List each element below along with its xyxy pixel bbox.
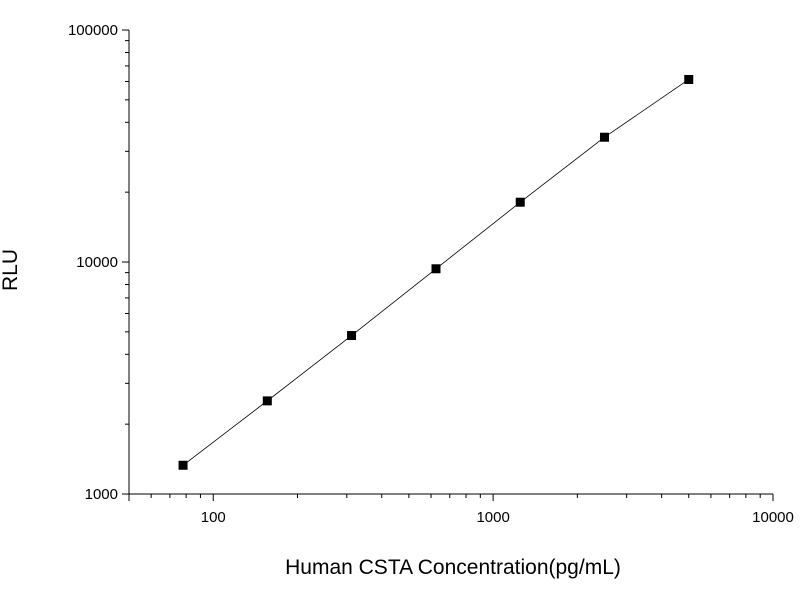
x-tick-label: 100: [201, 509, 226, 526]
data-point-marker: [431, 264, 441, 274]
data-point-marker: [684, 74, 694, 84]
x-tick-label: 10000: [752, 509, 794, 526]
y-axis-title: RLU: [0, 249, 22, 291]
data-point-marker: [262, 396, 272, 406]
series-layer: [178, 74, 694, 470]
y-tick-label: 100000: [68, 22, 118, 39]
data-point-marker: [178, 460, 188, 470]
data-point-marker: [599, 132, 609, 142]
ticks-layer: 100 1000 10000 1000 10000 100000: [68, 22, 794, 526]
plot-frame: [122, 30, 773, 501]
x-axis-title: Human CSTA Concentration(pg/mL): [285, 556, 621, 579]
y-tick-label: 1000: [85, 486, 118, 503]
x-tick-label: 1000: [476, 509, 509, 526]
data-point-marker: [347, 331, 357, 341]
data-point-marker: [515, 197, 525, 207]
y-tick-label: 10000: [76, 254, 118, 271]
